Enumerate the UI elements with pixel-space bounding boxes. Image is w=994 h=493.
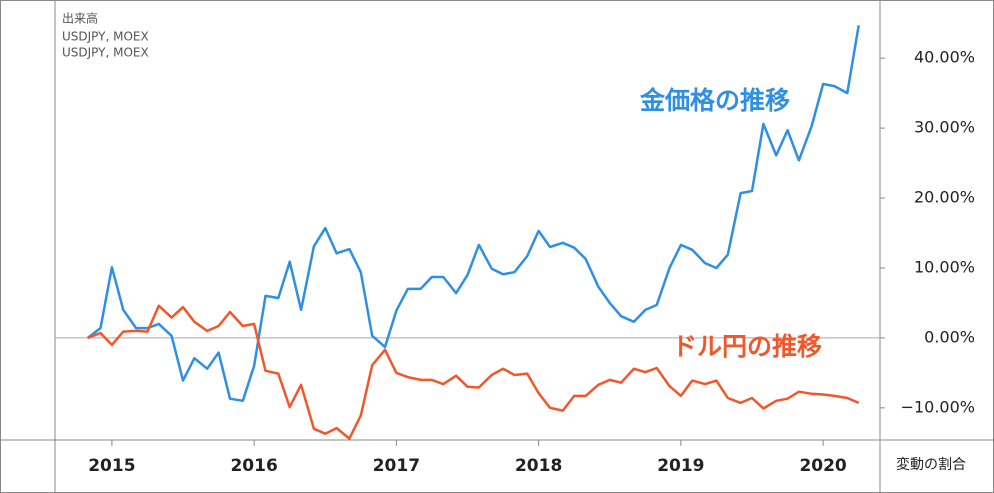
indicator-label: USDJPY, MOEX bbox=[62, 46, 149, 60]
series-label: 金価格の推移 bbox=[639, 86, 790, 115]
series-line bbox=[87, 304, 860, 440]
x-tick-label: 2015 bbox=[88, 456, 135, 476]
y-tick-label: 40.00% bbox=[914, 48, 975, 67]
series-line bbox=[86, 25, 860, 403]
y-axis-label: 変動の割合 bbox=[896, 456, 966, 473]
y-tick-label: −10.00% bbox=[901, 397, 975, 416]
x-tick-label: 2019 bbox=[657, 456, 704, 476]
y-tick-label: 10.00% bbox=[914, 257, 975, 276]
y-tick-label: 30.00% bbox=[914, 118, 975, 137]
x-tick-label: 2020 bbox=[799, 456, 846, 476]
x-tick-label: 2018 bbox=[515, 456, 562, 476]
indicator-label: 出来高 bbox=[62, 11, 98, 26]
y-tick-label: 20.00% bbox=[914, 188, 975, 207]
y-tick-label: 0.00% bbox=[924, 327, 975, 346]
x-tick-label: 2016 bbox=[230, 456, 277, 476]
x-tick-label: 2017 bbox=[373, 456, 420, 476]
series-label: ドル円の推移 bbox=[672, 332, 822, 361]
indicator-label: USDJPY, MOEX bbox=[62, 30, 149, 44]
